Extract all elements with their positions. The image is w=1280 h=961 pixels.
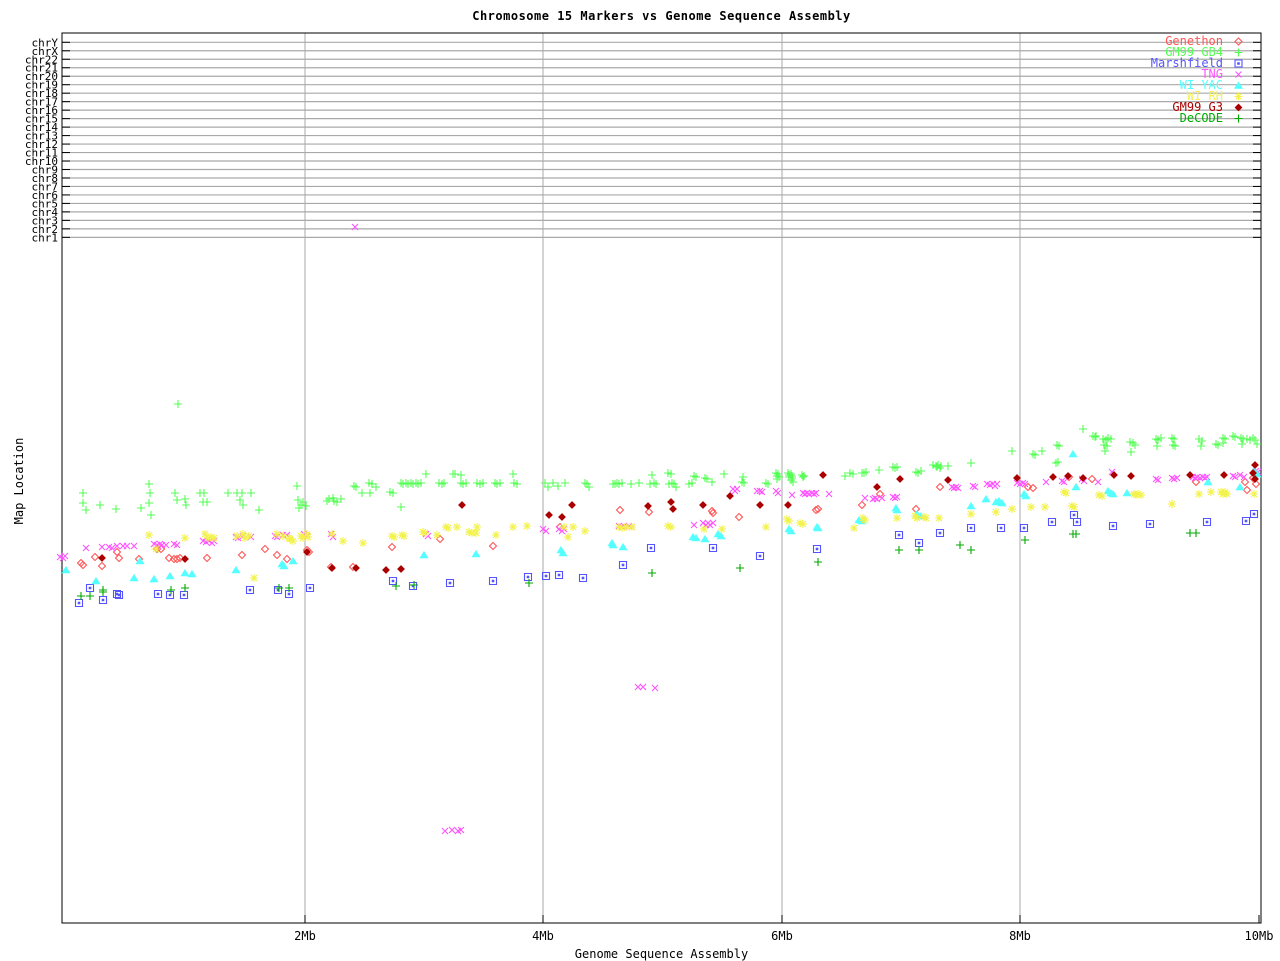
chromosome-label-chr13: chr13 xyxy=(25,130,58,143)
series-gm99-gb4 xyxy=(79,400,1261,519)
series-decode xyxy=(77,529,1200,600)
series-wi-yac xyxy=(61,449,1262,585)
chromosome-label-chr11: chr11 xyxy=(25,147,58,160)
chromosome-label-chr6: chr6 xyxy=(32,189,59,202)
legend-label: DeCODE xyxy=(1179,111,1223,125)
legend-label: WI YAC xyxy=(1179,78,1223,92)
legend-item-tng: TNG xyxy=(1040,67,1245,81)
legend-item-gm99-g3: GM99 G3 xyxy=(1040,100,1245,114)
series-marshfield xyxy=(74,509,1259,608)
series-gm99-g3 xyxy=(98,461,1259,574)
square-dot-legend-icon xyxy=(1234,59,1243,68)
x-tick-label: 8Mb xyxy=(1009,929,1031,943)
chromosome-label-chr17: chr17 xyxy=(25,96,58,109)
series-wi-rh xyxy=(145,488,1258,582)
star-legend-icon xyxy=(1234,92,1243,101)
chromosome-label-chr14: chr14 xyxy=(25,121,58,134)
chromosome-label-chrY: chrY xyxy=(32,36,59,49)
chromosome-label-chr20: chr20 xyxy=(25,70,58,83)
x-tick-label: 6Mb xyxy=(771,929,793,943)
triangle-legend-icon xyxy=(1233,81,1244,89)
chart-title: Chromosome 15 Markers vs Genome Sequence… xyxy=(472,9,851,23)
legend-item-decode: DeCODE xyxy=(1040,111,1245,125)
diamond-open-legend-icon xyxy=(1234,37,1243,46)
chromosome-label-chr10: chr10 xyxy=(25,155,58,168)
legend-item-genethon: Genethon xyxy=(1040,34,1245,48)
legend-label: Genethon xyxy=(1165,34,1223,48)
chromosome-label-chr12: chr12 xyxy=(25,138,58,151)
chromosome-label-chr15: chr15 xyxy=(25,113,58,126)
x-tick-label: 10Mb xyxy=(1245,929,1274,943)
legend-item-gm99-gb4: GM99 GB4 xyxy=(1040,45,1245,59)
chromosome-label-chr5: chr5 xyxy=(32,197,59,210)
chromosome-label-chr2: chr2 xyxy=(32,223,59,236)
plus-legend-icon xyxy=(1234,114,1243,123)
chromosome-label-chr4: chr4 xyxy=(32,206,59,219)
legend-label: GM99 G3 xyxy=(1172,100,1223,114)
x-tick-label: 2Mb xyxy=(294,929,316,943)
chromosome-label-chr21: chr21 xyxy=(25,62,58,75)
chromosome-label-chr19: chr19 xyxy=(25,79,58,92)
plot-border xyxy=(61,32,1262,924)
plus-legend-icon xyxy=(1234,48,1243,57)
chromosome-label-chr8: chr8 xyxy=(32,172,59,185)
series-tng xyxy=(56,223,1262,835)
legend-item-wi-yac: WI YAC xyxy=(1040,78,1245,92)
x-tick-label: 4Mb xyxy=(532,929,554,943)
chromosome-label-chr3: chr3 xyxy=(32,214,59,227)
legend-label: Marshfield xyxy=(1150,56,1223,70)
series-genethon xyxy=(76,472,1261,572)
x-axis-label: Genome Sequence Assembly xyxy=(574,947,749,961)
legend-label: TNG xyxy=(1201,67,1223,81)
diamond-fill-legend-icon xyxy=(1234,103,1243,112)
cross-legend-icon xyxy=(1235,71,1242,78)
chromosome-label-chr1: chr1 xyxy=(32,231,59,244)
chromosome-label-chr7: chr7 xyxy=(32,180,59,193)
legend-label: GM99 GB4 xyxy=(1165,45,1223,59)
legend-item-marshfield: Marshfield xyxy=(1040,56,1245,70)
legend-label: WI RH xyxy=(1186,89,1223,103)
legend-item-wi-rh: WI RH xyxy=(1040,89,1245,103)
chromosome-label-chrX: chrX xyxy=(32,45,59,58)
chromosome-label-chr22: chr22 xyxy=(25,53,58,66)
legend: Genethon GM99 GB4 Marshfield TNG WI YAC WI RH… xyxy=(1040,34,1245,125)
chromosome-label-chr9: chr9 xyxy=(32,164,59,177)
chromosome-label-chr18: chr18 xyxy=(25,87,58,100)
chromosome-label-chr16: chr16 xyxy=(25,104,58,117)
